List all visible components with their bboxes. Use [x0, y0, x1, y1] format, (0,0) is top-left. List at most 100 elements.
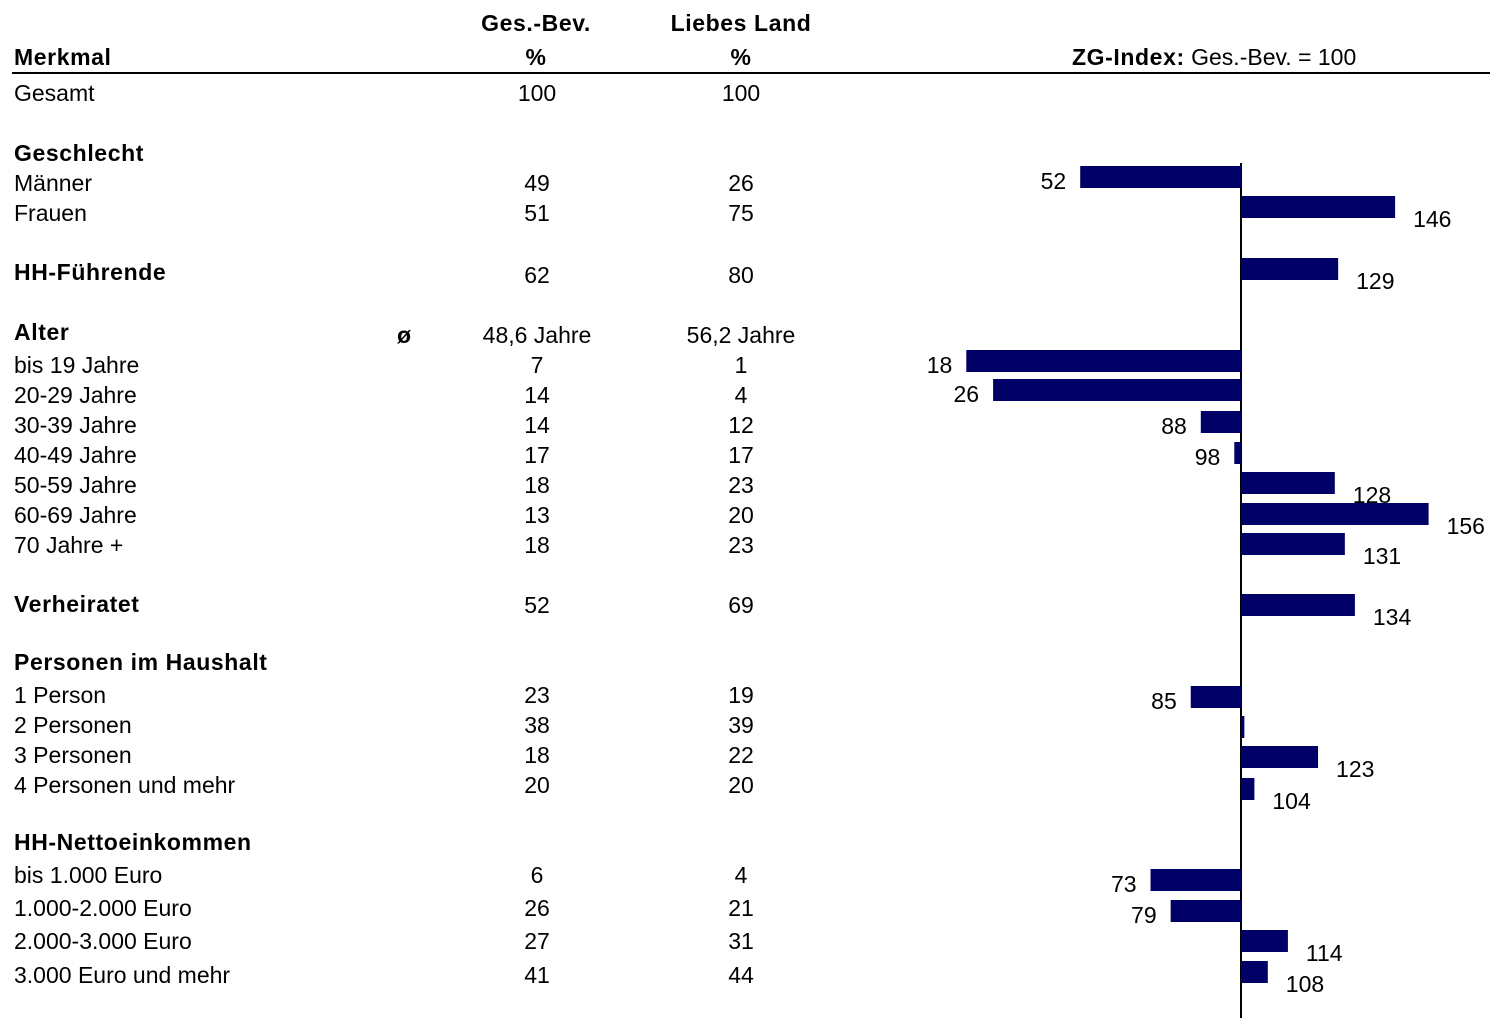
gesbev-value: 17 [524, 442, 550, 468]
index-value-label: 18 [927, 352, 953, 378]
index-value-label: 156 [1447, 513, 1485, 539]
index-bar [1234, 442, 1241, 464]
liebes-land-value: 20 [728, 772, 754, 798]
gesbev-value: 7 [530, 352, 544, 378]
index-bar [1241, 746, 1319, 768]
col-liebes-land-header: Liebes Land [670, 10, 812, 36]
section-verheiratet: Verheiratet [14, 591, 140, 617]
index-value-label: 26 [954, 381, 980, 407]
row-label: 2 Personen [14, 712, 132, 738]
gesbev-value: 38 [524, 712, 550, 738]
index-bar [1170, 900, 1241, 922]
liebes-land-value: 31 [728, 928, 754, 954]
index-value-label: 146 [1413, 206, 1451, 232]
liebes-land-value: 17 [728, 442, 754, 468]
average-symbol: ø [397, 322, 412, 348]
row-label: Gesamt [14, 80, 95, 106]
gesbev-value: 6 [530, 862, 544, 888]
index-value-label: 85 [1151, 688, 1177, 714]
row-label: Männer [14, 170, 92, 196]
gesbev-value: 18 [524, 742, 550, 768]
index-bar [1190, 686, 1241, 708]
gesbev-value: 14 [524, 412, 550, 438]
row-label: 40-49 Jahre [14, 442, 137, 468]
index-bar [966, 350, 1241, 372]
liebes-land-value: 39 [728, 712, 754, 738]
header-rule [12, 72, 1490, 74]
liebes-land-value: 20 [728, 502, 754, 528]
gesbev-value: 41 [524, 962, 550, 988]
row-label: 30-39 Jahre [14, 412, 137, 438]
gesbev-value: 20 [524, 772, 550, 798]
index-value-label: 79 [1131, 902, 1157, 928]
section-geschlecht: Geschlecht [14, 140, 144, 166]
gesbev-value: 100 [517, 80, 557, 106]
liebes-land-value: 56,2 Jahre [686, 322, 796, 348]
index-bar [1200, 411, 1241, 433]
index-bar [1241, 961, 1268, 983]
zg-index-header: ZG-Index: Ges.-Bev. = 100 [1072, 46, 1356, 69]
liebes-land-value: 21 [728, 895, 754, 921]
row-label: bis 19 Jahre [14, 352, 140, 378]
col-liebes-land-unit: % [730, 44, 752, 70]
gesbev-value: 18 [524, 532, 550, 558]
liebes-land-value: 26 [728, 170, 754, 196]
gesbev-value: 23 [524, 682, 550, 708]
section-einkommen: HH-Nettoeinkommen [14, 829, 252, 855]
row-label: 1 Person [14, 682, 107, 708]
index-value-label: 108 [1286, 971, 1324, 997]
section-hh-fuehrende: HH-Führende [14, 259, 167, 285]
gesbev-value: 14 [524, 382, 550, 408]
zg-index-label: ZG-Index: [1072, 44, 1185, 70]
row-label: 4 Personen und mehr [14, 772, 236, 798]
index-value-label: 104 [1272, 788, 1311, 814]
index-value-label: 52 [1041, 168, 1067, 194]
row-label: bis 1.000 Euro [14, 862, 163, 888]
liebes-land-value: 75 [728, 200, 754, 226]
merkmal-header: Merkmal [14, 44, 112, 70]
index-value-label: 73 [1111, 871, 1137, 897]
col-gesbev-header: Ges.-Bev. [481, 10, 591, 36]
index-bar [993, 379, 1241, 401]
liebes-land-value: 4 [734, 382, 748, 408]
row-label: 70 Jahre + [14, 532, 124, 558]
liebes-land-value: 4 [734, 862, 748, 888]
index-value-label: 88 [1161, 413, 1187, 439]
index-bar [1241, 594, 1355, 616]
gesbev-value: 13 [524, 502, 550, 528]
index-bar [1241, 930, 1288, 952]
row-label: 20-29 Jahre [14, 382, 137, 408]
gesbev-value: 26 [524, 895, 550, 921]
gesbev-value: 48,6 Jahre [482, 322, 592, 348]
zg-index-base: Ges.-Bev. = 100 [1191, 44, 1357, 70]
liebes-land-value: 69 [728, 592, 754, 618]
index-bar [1241, 778, 1255, 800]
index-value-label: 134 [1373, 604, 1412, 630]
liebes-land-value: 100 [721, 80, 761, 106]
liebes-land-value: 44 [728, 962, 754, 988]
liebes-land-value: 12 [728, 412, 754, 438]
row-label: 50-59 Jahre [14, 472, 137, 498]
row-label: 3 Personen [14, 742, 132, 768]
index-value-label: 123 [1336, 756, 1374, 782]
liebes-land-value: 23 [728, 532, 754, 558]
index-value-label: 131 [1363, 543, 1401, 569]
row-label: 1.000-2.000 Euro [14, 895, 192, 921]
index-bar [1080, 166, 1241, 188]
index-bar [1241, 716, 1245, 738]
gesbev-value: 52 [524, 592, 550, 618]
index-bar [1241, 533, 1345, 555]
liebes-land-value: 22 [728, 742, 754, 768]
index-value-label: 98 [1195, 444, 1221, 470]
index-bar [1241, 503, 1429, 525]
gesbev-value: 49 [524, 170, 550, 196]
gesbev-value: 51 [524, 200, 550, 226]
section-personen: Personen im Haushalt [14, 649, 268, 675]
index-bar [1241, 472, 1335, 494]
row-label: 2.000-3.000 Euro [14, 928, 192, 954]
liebes-land-value: 1 [734, 352, 748, 378]
liebes-land-value: 23 [728, 472, 754, 498]
index-bar [1241, 258, 1339, 280]
row-label: Frauen [14, 200, 87, 226]
